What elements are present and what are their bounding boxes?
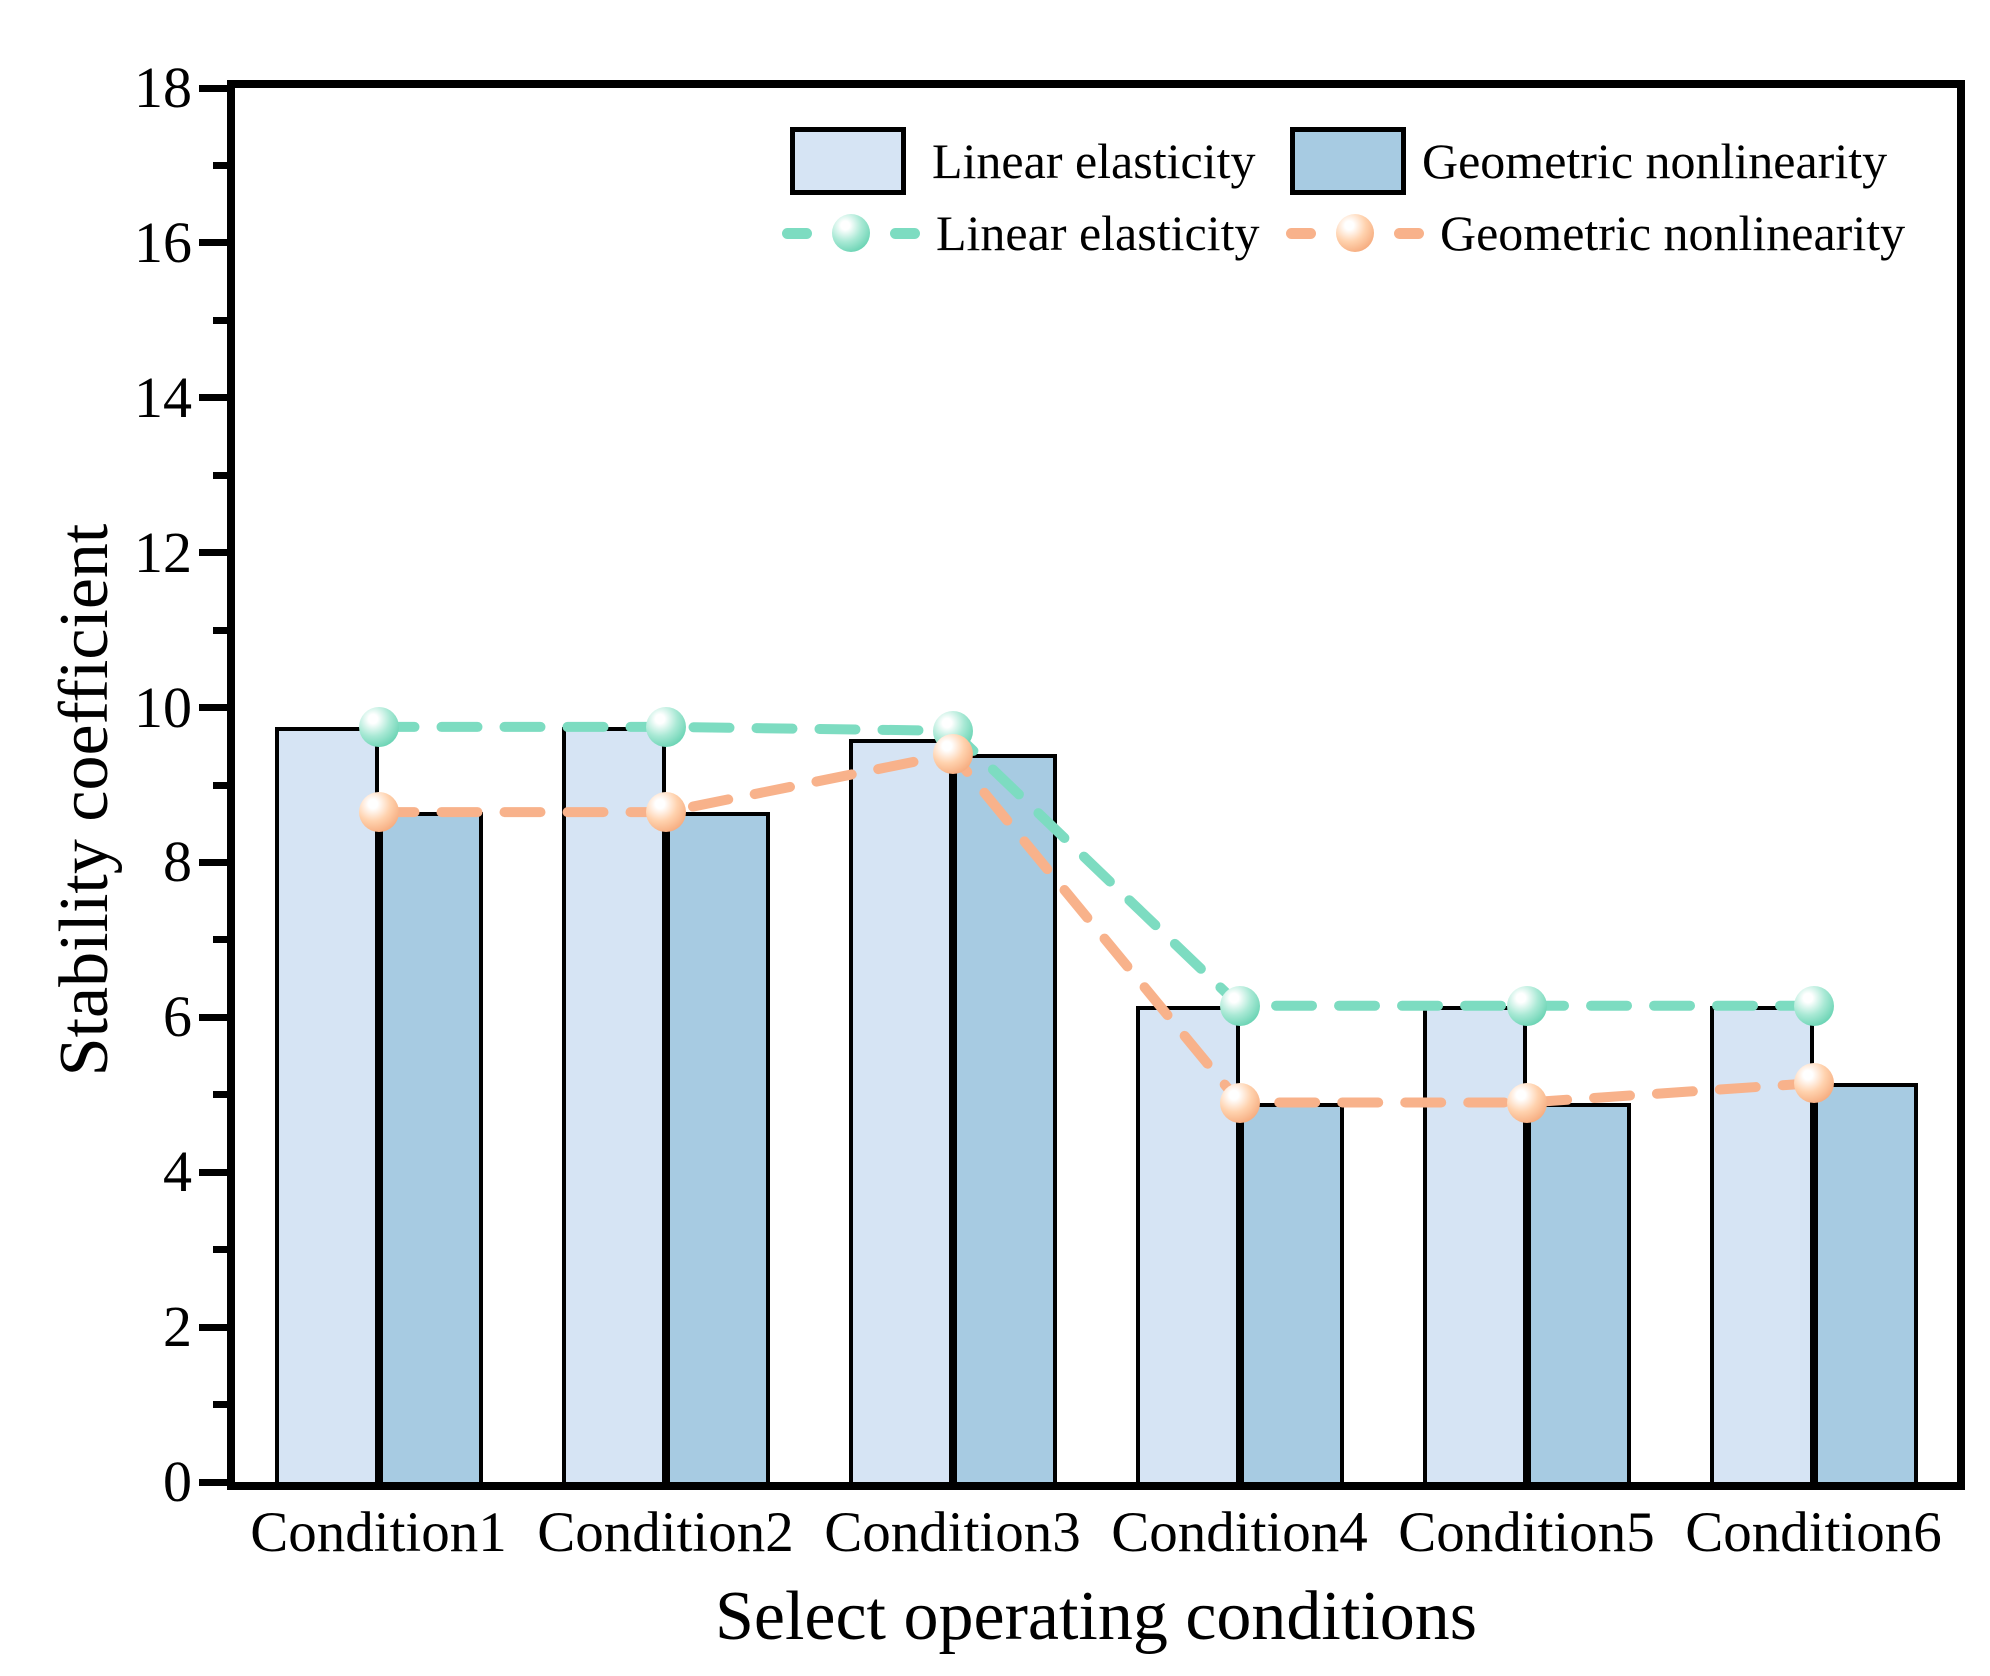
x-tick-label-Condition2: Condition2: [537, 1501, 794, 1564]
bar-linear-elasticity-Condition1: [274, 726, 379, 1486]
y-minor-tick-11: [213, 626, 227, 634]
bar-geometric-nonlinearity-Condition5: [1526, 1102, 1631, 1486]
bar-linear-elasticity-Condition3: [848, 738, 953, 1486]
dash-icon: [782, 227, 812, 239]
x-tick-label-Condition4: Condition4: [1111, 1501, 1368, 1564]
sphere-marker-linear-elasticity-Condition1: [358, 706, 399, 747]
dash-icon: [1286, 227, 1316, 239]
y-tick-label-0: 0: [163, 1449, 192, 1514]
legend-label-bar-linear-elasticity: Linear elasticity: [932, 133, 1256, 189]
legend-swatch-linear-elasticity: [790, 127, 906, 195]
sphere-marker-linear-elasticity-Condition6: [1793, 985, 1834, 1026]
y-tick-label-12: 12: [134, 519, 192, 585]
bar-linear-elasticity-Condition2: [561, 726, 666, 1486]
bar-geometric-nonlinearity-Condition3: [952, 754, 1057, 1486]
legend-label-line-linear-elasticity: Linear elasticity: [936, 205, 1260, 261]
y-minor-tick-7: [213, 936, 227, 944]
y-tick-label-4: 4: [163, 1139, 192, 1205]
sphere-marker-geometric-nonlinearity-Condition2: [645, 792, 686, 833]
y-tick-label-10: 10: [134, 674, 192, 740]
x-tick-label-Condition5: Condition5: [1398, 1501, 1655, 1564]
y-major-tick-0: [199, 1478, 227, 1486]
y-tick-label-14: 14: [134, 364, 192, 430]
y-minor-tick-13: [213, 471, 227, 479]
sphere-marker-linear-elasticity-Condition2: [645, 706, 686, 747]
dash-icon: [890, 227, 920, 239]
line-geometric-nonlinearity: [373, 748, 1819, 1108]
sphere-marker-linear-elasticity-Condition5: [1506, 985, 1547, 1026]
y-major-tick-8: [199, 858, 227, 866]
y-major-tick-18: [199, 84, 227, 92]
legend-item-line-linear-elasticity: Linear elasticity: [782, 196, 1259, 270]
dash-icon: [1394, 227, 1424, 239]
y-major-tick-12: [199, 549, 227, 557]
bar-geometric-nonlinearity-Condition4: [1239, 1102, 1344, 1486]
sphere-marker-geometric-nonlinearity-Condition3: [932, 734, 973, 775]
y-tick-label-16: 16: [134, 209, 192, 275]
legend-label-line-geometric-nonlinearity: Geometric nonlinearity: [1440, 205, 1906, 261]
sphere-marker-geometric-nonlinearity-Condition6: [1793, 1063, 1834, 1104]
sphere-marker-geometric-nonlinearity-Condition5: [1506, 1082, 1547, 1123]
y-major-tick-6: [199, 1013, 227, 1021]
sphere-marker-icon: [832, 214, 870, 252]
x-tick-label-Condition1: Condition1: [250, 1501, 507, 1564]
y-minor-tick-9: [213, 781, 227, 789]
sphere-marker-icon: [1336, 214, 1374, 252]
sphere-marker-linear-elasticity-Condition4: [1219, 985, 1260, 1026]
bar-geometric-nonlinearity-Condition6: [1813, 1083, 1918, 1486]
y-axis-title: Stability coefficient: [46, 523, 123, 1077]
legend-label-bar-geometric-nonlinearity: Geometric nonlinearity: [1422, 133, 1888, 189]
y-tick-label-6: 6: [163, 984, 192, 1050]
y-major-tick-16: [199, 239, 227, 247]
legend-item-bar-linear-elasticity: Linear elasticity: [790, 124, 1255, 198]
legend-swatch-geometric-nonlinearity: [1290, 127, 1406, 195]
x-axis-title: Select operating conditions: [714, 1578, 1478, 1655]
line-linear-elasticity: [373, 721, 1819, 1011]
y-tick-label-8: 8: [163, 829, 192, 895]
bar-geometric-nonlinearity-Condition1: [378, 812, 483, 1486]
sphere-marker-geometric-nonlinearity-Condition1: [358, 792, 399, 833]
y-minor-tick-17: [213, 161, 227, 169]
y-minor-tick-5: [213, 1091, 227, 1099]
y-minor-tick-15: [213, 316, 227, 324]
x-tick-label-Condition6: Condition6: [1685, 1501, 1942, 1564]
bar-geometric-nonlinearity-Condition2: [665, 812, 770, 1486]
legend-item-line-geometric-nonlinearity: Geometric nonlinearity: [1286, 196, 1905, 270]
y-minor-tick-3: [213, 1246, 227, 1254]
y-minor-tick-1: [213, 1401, 227, 1409]
y-major-tick-4: [199, 1168, 227, 1176]
sphere-marker-geometric-nonlinearity-Condition4: [1219, 1082, 1260, 1123]
plot-area: [227, 80, 1965, 1490]
y-major-tick-2: [199, 1323, 227, 1331]
y-tick-label-2: 2: [163, 1294, 192, 1360]
y-major-tick-10: [199, 704, 227, 712]
legend-item-bar-geometric-nonlinearity: Geometric nonlinearity: [1290, 124, 1887, 198]
y-tick-label-18: 18: [134, 55, 192, 120]
x-tick-label-Condition3: Condition3: [824, 1501, 1081, 1564]
y-major-tick-14: [199, 394, 227, 402]
